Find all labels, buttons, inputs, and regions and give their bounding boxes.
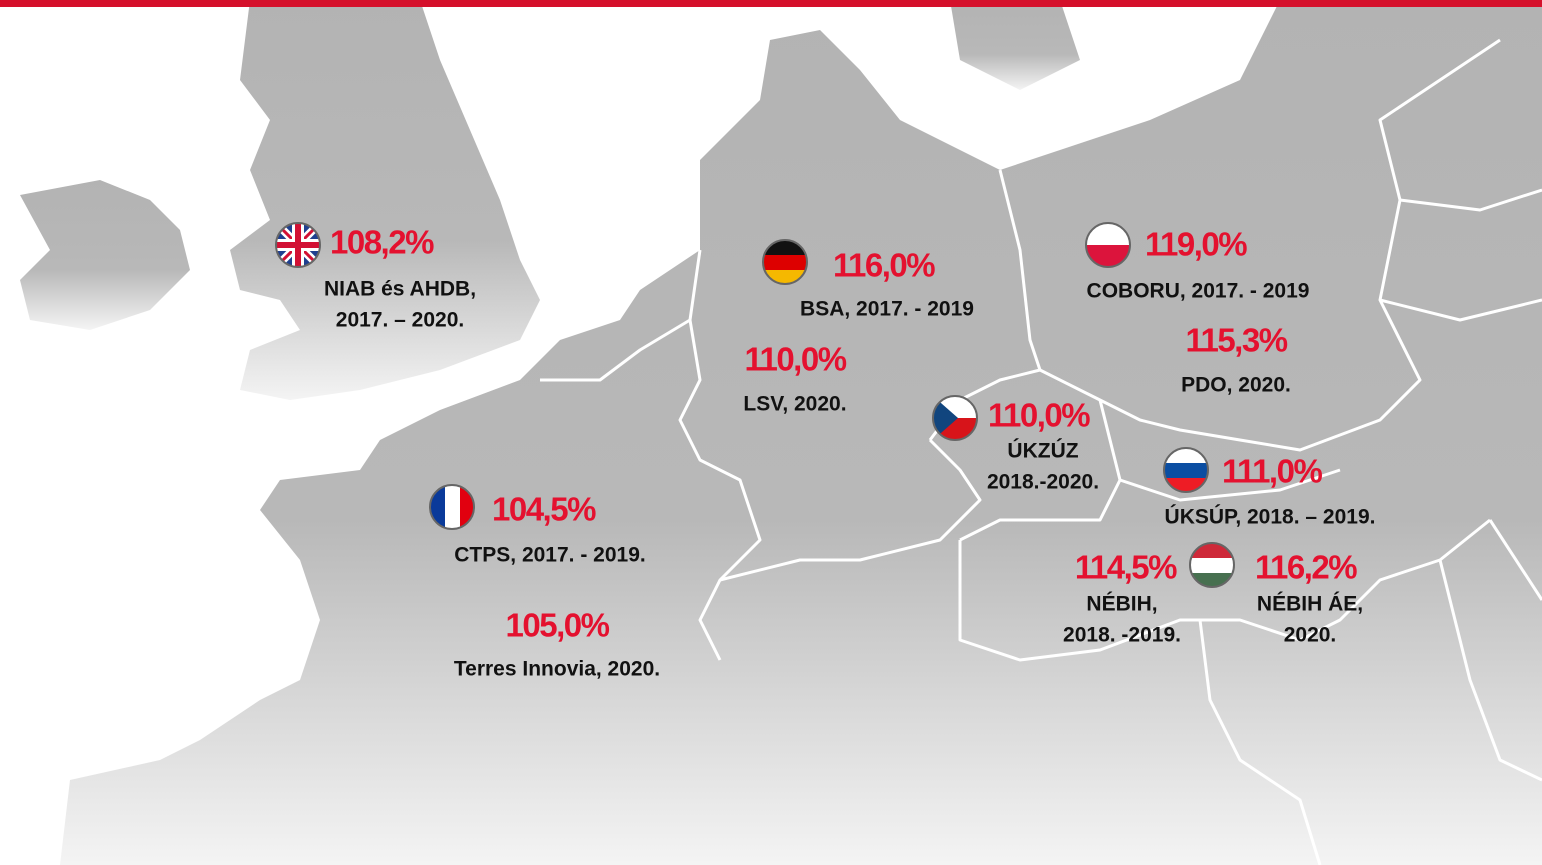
result-source: PDO, 2020. [1181,374,1291,397]
result-value: 104,5% [492,491,596,528]
result-source: NIAB és AHDB, [324,278,476,301]
result-value: 105,0% [506,607,610,644]
result-source: 2018.-2020. [987,471,1099,494]
result-value: 114,5% [1075,549,1177,586]
flag-uk [276,223,320,267]
result-source: Terres Innovia, 2020. [454,658,660,681]
result-value: 119,0% [1145,226,1247,263]
result-source: ÚKSÚP, 2018. – 2019. [1165,505,1376,529]
result-value: 116,2% [1255,549,1357,586]
top-bar [0,0,1542,7]
result-value: 116,0% [833,247,935,284]
result-source: COBORU, 2017. - 2019 [1087,280,1310,303]
result-source: LSV, 2020. [743,393,846,416]
result-value: 115,3% [1185,322,1287,359]
result-source: 2017. – 2020. [336,309,464,332]
flag-czechia [933,396,977,440]
flag-rims [275,222,1235,588]
flag-poland [1086,223,1130,267]
flags [275,222,1235,588]
result-value: 110,0% [988,397,1090,434]
result-source: CTPS, 2017. - 2019. [454,544,645,567]
land [20,0,1542,865]
result-value: 110,0% [744,341,846,378]
result-source: NÉBIH ÁE, [1257,593,1363,616]
result-source: NÉBIH, [1086,593,1157,616]
result-source: ÚKZÚZ [1007,439,1078,463]
result-source: BSA, 2017. - 2019 [800,298,974,321]
result-source: 2020. [1284,624,1337,647]
result-value: 108,2% [330,224,434,261]
result-source: 2018. -2019. [1063,624,1181,647]
result-value: 111,0% [1222,453,1322,490]
